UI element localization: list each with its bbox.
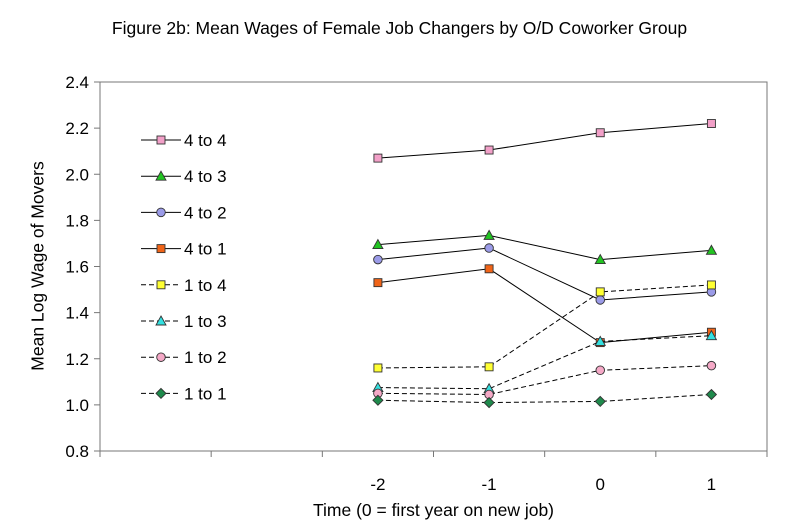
legend-item: 4 to 4: [141, 131, 227, 150]
data-point: [594, 395, 606, 408]
legend-label: 4 to 4: [184, 131, 227, 150]
series-line: [377, 393, 712, 404]
data-point: [594, 253, 607, 265]
legend-label: 4 to 2: [184, 203, 227, 222]
legend-item: 1 to 1: [141, 384, 227, 403]
data-point: [595, 365, 606, 376]
data-point: [372, 238, 384, 250]
y-tick-label: 1.2: [65, 350, 89, 369]
legend-marker: [155, 387, 167, 400]
data-point: [595, 295, 606, 305]
data-point: [706, 119, 716, 128]
series-line: [377, 365, 712, 395]
data-point: [595, 128, 605, 138]
series-1-to-4: [373, 280, 716, 373]
series-line: [377, 123, 712, 159]
data-point: [373, 363, 383, 373]
legend-item: 4 to 1: [141, 240, 227, 259]
legend-item: 1 to 4: [141, 276, 227, 295]
y-tick-label: 1.6: [65, 258, 89, 277]
legend-label: 4 to 1: [184, 240, 227, 259]
data-point: [484, 264, 494, 274]
x-tick-label: -2: [370, 475, 385, 494]
data-point: [706, 280, 716, 290]
x-tick-label: 1: [707, 475, 716, 494]
data-point: [705, 329, 718, 341]
data-point: [705, 244, 718, 255]
series-4-to-4: [373, 119, 716, 163]
x-tick-label: -1: [482, 475, 497, 494]
data-point: [484, 145, 494, 155]
y-tick-label: 0.8: [65, 442, 89, 461]
data-point: [595, 287, 605, 297]
legend-label: 1 to 1: [184, 384, 227, 403]
legend-marker: [156, 207, 166, 218]
legend-label: 1 to 2: [184, 348, 227, 367]
series-4-to-1: [373, 264, 716, 348]
legend-marker: [156, 352, 166, 362]
legend-item: 4 to 2: [141, 203, 227, 222]
data-point: [373, 254, 383, 265]
data-point: [706, 360, 717, 371]
y-tick-label: 1.0: [65, 396, 89, 415]
y-tick-label: 2.2: [65, 119, 89, 138]
data-point: [594, 335, 607, 346]
series-1-to-1: [372, 388, 718, 409]
legend-item: 4 to 3: [141, 167, 227, 186]
series-line: [377, 247, 712, 301]
data-point: [705, 388, 718, 401]
series-line: [377, 268, 712, 344]
data-point: [373, 153, 383, 163]
series-1-to-3: [372, 329, 718, 394]
y-tick-label: 1.8: [65, 211, 89, 230]
series-4-to-2: [373, 243, 717, 305]
data-point: [372, 394, 384, 406]
series-line: [377, 335, 712, 390]
data-point: [483, 229, 495, 240]
y-tick-label: 1.4: [65, 304, 89, 323]
legend-item: 1 to 2: [141, 348, 227, 367]
legend-marker: [156, 244, 166, 254]
series-1-to-2: [373, 360, 717, 400]
series-line: [377, 234, 712, 261]
legend-item: 1 to 3: [141, 312, 227, 331]
legend-marker: [155, 170, 167, 181]
legend-marker: [156, 135, 166, 145]
legend-label: 4 to 3: [184, 167, 227, 186]
legend: 4 to 4 4 to 3 4 to 2 4 to 1 1 to 4 1 to 3 1 to…: [141, 131, 227, 403]
legend-marker: [155, 315, 167, 326]
legend-label: 1 to 4: [184, 276, 227, 295]
y-tick-label: 2.0: [65, 165, 89, 184]
x-axis-label: Time (0 = first year on new job): [312, 500, 555, 520]
data-point: [484, 362, 494, 372]
data-point: [373, 278, 383, 288]
chart-title: Figure 2b: Mean Wages of Female Job Chan…: [111, 18, 688, 38]
legend-label: 1 to 3: [184, 312, 227, 331]
series-4-to-3: [372, 229, 718, 265]
y-tick-label: 2.4: [65, 73, 89, 92]
data-point: [483, 396, 495, 409]
data-point: [484, 243, 494, 253]
x-tick-label: 0: [596, 475, 605, 494]
legend-marker: [156, 280, 166, 290]
series-line: [377, 284, 712, 369]
